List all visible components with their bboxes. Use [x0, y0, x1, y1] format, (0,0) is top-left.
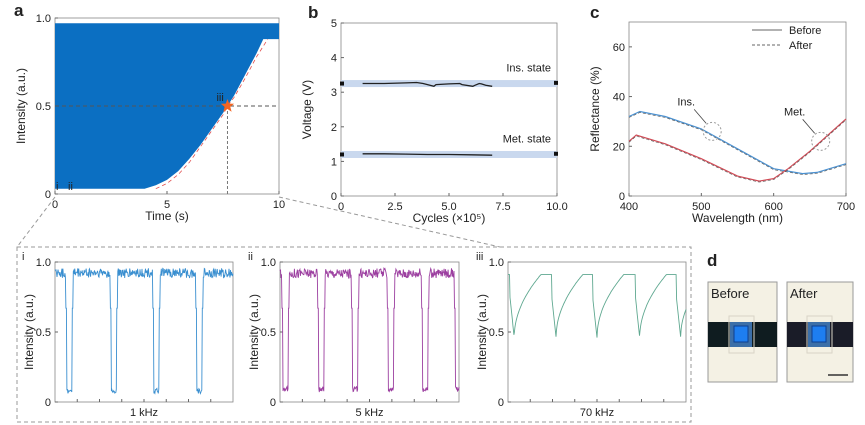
- x-axis-label: Wavelength (nm): [692, 211, 783, 225]
- x-axis-label: 5 kHz: [355, 407, 383, 419]
- plot-frame: [54, 261, 234, 403]
- series-label: Ins. state: [506, 63, 551, 75]
- micrograph-before: Before: [707, 281, 778, 383]
- x-tick-label: 10.0: [546, 201, 567, 213]
- series-before: [628, 118, 847, 182]
- y-tick-label: 0: [270, 397, 276, 409]
- x-tick-label: 600: [764, 201, 782, 213]
- subpanel-label: iii: [476, 251, 483, 263]
- label-before: Before: [711, 286, 749, 301]
- x-tick-label: 7.5: [495, 201, 510, 213]
- y-tick-label: 0: [619, 191, 625, 203]
- y-axis-label: Voltage (V): [300, 80, 314, 139]
- label-after: After: [790, 286, 818, 301]
- series-before: [628, 110, 847, 175]
- star-marker: [220, 99, 235, 112]
- x-axis-label: Time (s): [145, 209, 189, 223]
- voltage-line: [362, 153, 493, 156]
- waveform-line: [279, 266, 460, 393]
- annotation-ii: ii: [68, 181, 73, 193]
- y-tick-label: 40: [613, 92, 625, 104]
- y-tick-label: 1.0: [36, 13, 51, 25]
- end-point: [554, 80, 558, 85]
- y-tick-label: 1: [331, 156, 337, 168]
- plot-frame: [279, 261, 460, 403]
- waveform-line: [54, 267, 234, 395]
- y-tick-label: 20: [613, 141, 625, 153]
- micrograph-after: After: [786, 281, 854, 383]
- y-tick-label: 1.0: [489, 257, 504, 269]
- inset-frame: [16, 246, 692, 423]
- y-tick-label: 3: [331, 87, 337, 99]
- zoom-connector-left: [16, 196, 56, 248]
- y-axis-label: Intensity (a.u.): [475, 294, 489, 370]
- y-tick-label: 1.0: [261, 257, 276, 269]
- plot-frame: [340, 22, 558, 197]
- x-axis-label: 70 kHz: [580, 407, 614, 419]
- y-tick-label: 0: [331, 191, 337, 203]
- x-tick-label: 2.5: [387, 201, 402, 213]
- panel-label-d: d: [707, 251, 717, 270]
- panel-label-a: a: [14, 1, 24, 20]
- x-tick-label: 0: [338, 201, 344, 213]
- y-axis-label: Intensity (a.u.): [22, 294, 36, 370]
- y-tick-label: 0.5: [36, 327, 51, 339]
- annotation-label: Ins.: [677, 96, 695, 108]
- x-tick-label: 5: [164, 199, 170, 211]
- subpanel-label: i: [22, 251, 24, 263]
- y-tick-label: 0.5: [489, 327, 504, 339]
- annotation-circle: [702, 121, 722, 141]
- start-point: [340, 81, 344, 86]
- x-tick-label: 5.0: [441, 201, 456, 213]
- y-tick-label: 4: [331, 53, 337, 65]
- chart-c: 0 20 40 60 400 500 600 700 Wavelength (nm) Reflec…: [588, 21, 855, 225]
- x-tick-label: 700: [837, 201, 855, 213]
- chart-ii: 0 0.5 1.0 5 kHz Intensity (a.u.) ii: [247, 251, 460, 419]
- y-axis-label: Intensity (a.u.): [247, 294, 261, 370]
- y-tick-label: 5: [331, 18, 337, 30]
- annotation-i: i: [56, 181, 58, 193]
- subpanel-label: ii: [248, 251, 253, 263]
- y-tick-label: 0.5: [36, 101, 51, 113]
- x-axis-label: Cycles (×10⁵): [413, 211, 486, 225]
- y-tick-label: 0: [45, 397, 51, 409]
- x-axis-label: 1 kHz: [130, 407, 158, 419]
- panel-label-c: c: [590, 3, 599, 22]
- series-label: Met. state: [503, 133, 551, 145]
- legend-label: After: [789, 40, 813, 52]
- start-point: [340, 152, 344, 157]
- series-after: [628, 112, 847, 175]
- annotation-label: Met.: [784, 106, 805, 118]
- y-tick-label: 1.0: [36, 257, 51, 269]
- series-after: [628, 119, 847, 183]
- waveform-line: [508, 274, 687, 338]
- marker-label: iii: [216, 92, 223, 104]
- annotation-arrow: [693, 109, 707, 124]
- y-tick-label: 2: [331, 122, 337, 134]
- plot-frame: [628, 21, 847, 197]
- x-tick-label: 0: [52, 199, 58, 211]
- y-tick-label: 0.5: [261, 327, 276, 339]
- y-tick-label: 60: [613, 42, 625, 54]
- annotation-circle: [811, 131, 831, 151]
- panel-label-b: b: [308, 3, 318, 22]
- chart-iii: 0 0.5 1.0 70 kHz Intensity (a.u.) iii: [475, 251, 687, 419]
- chart-b: 0 1 2 3 4 5 0 2.5 5.0 7.5 10.0 Cycles (×10⁵) Voltage…: [300, 18, 568, 225]
- y-axis-label: Reflectance (%): [588, 66, 602, 151]
- x-tick-label: 10: [273, 199, 285, 211]
- end-point: [554, 151, 558, 156]
- x-tick-label: 400: [620, 201, 638, 213]
- x-tick-label: 500: [692, 201, 710, 213]
- chart-i: 0 0.5 1.0 1 kHz Intensity (a.u.) i: [22, 251, 234, 419]
- y-tick-label: 0: [498, 397, 504, 409]
- voltage-line: [362, 81, 493, 88]
- annotation-arrow: [802, 119, 815, 134]
- y-tick-label: 0: [45, 189, 51, 201]
- fit-curve: [155, 38, 269, 190]
- y-axis-label: Intensity (a.u.): [14, 68, 28, 144]
- zoom-connector-right: [278, 196, 501, 248]
- legend-label: Before: [789, 25, 821, 37]
